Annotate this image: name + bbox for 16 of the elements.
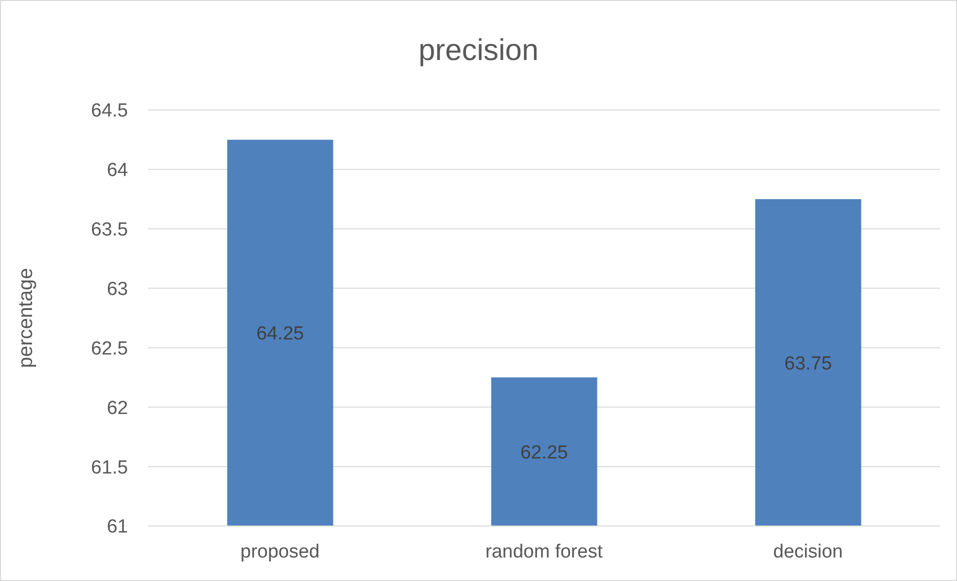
data-label: 64.25 — [256, 324, 304, 345]
y-tick-label: 62 — [106, 398, 128, 419]
data-label: 63.75 — [784, 353, 832, 374]
x-tick-label: random forest — [485, 541, 604, 562]
y-tick-label: 61.5 — [91, 457, 128, 478]
data-label: 62.25 — [520, 442, 568, 464]
x-tick-label: decision — [773, 541, 843, 562]
y-axis-title: percentage — [15, 268, 38, 368]
y-tick-label: 62.5 — [91, 338, 128, 360]
y-tick-label: 61 — [106, 516, 128, 538]
y-tick-label: 63.5 — [91, 220, 128, 241]
y-tick-label: 64.5 — [91, 100, 128, 122]
y-tick-label: 64 — [106, 160, 128, 182]
x-tick-label: proposed — [240, 541, 320, 562]
chart-title: precision — [417, 34, 540, 68]
y-tick-label: 63 — [106, 279, 128, 300]
